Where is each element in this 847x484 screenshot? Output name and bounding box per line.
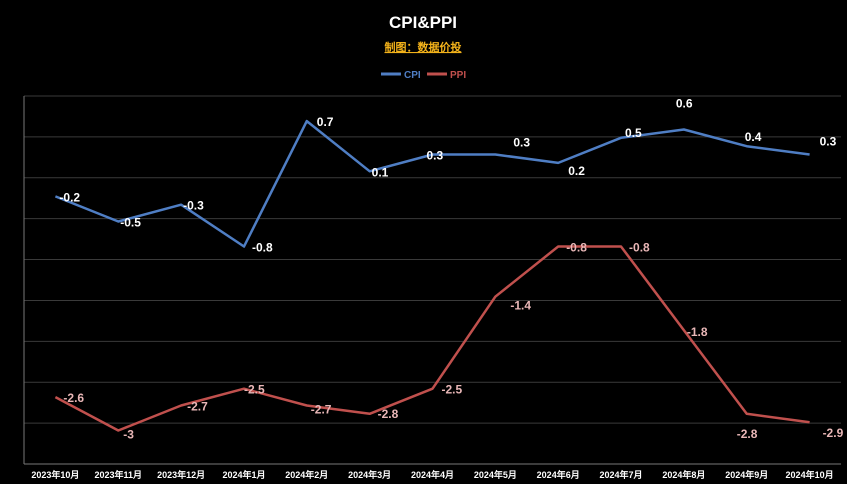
data-label-ppi: -0.8 (629, 241, 650, 255)
data-label-cpi: -0.2 (59, 190, 80, 204)
data-label-cpi: 0.3 (513, 136, 530, 150)
x-tick-label: 2023年11月 (94, 469, 142, 480)
x-tick-label: 2024年4月 (411, 469, 454, 480)
data-label-ppi: -2.8 (378, 407, 399, 421)
data-labels: -0.2 -0.5 -0.3 -0.8 0.7 0.1 0.3 0.3 0.2 0.5 0.6 0.4… (59, 96, 843, 441)
legend-label-cpi: CPI (404, 70, 421, 81)
data-label-ppi: -2.7 (187, 399, 208, 413)
x-tick-label: 2024年9月 (725, 469, 768, 480)
legend-label-ppi: PPI (450, 70, 466, 81)
data-label-ppi: -1.8 (687, 325, 708, 339)
data-label-cpi: 0.5 (625, 126, 642, 140)
x-tick-label: 2023年10月 (31, 469, 79, 480)
chart-title: CPI&PPI (389, 13, 457, 32)
data-label-ppi: -2.5 (244, 383, 265, 397)
data-label-cpi: -0.3 (183, 199, 204, 213)
x-tick-label: 2024年2月 (285, 469, 328, 480)
series-line-cpi (54, 119, 810, 248)
chart-subtitle: 制图：数据价投 (385, 40, 462, 54)
data-label-cpi: 0.6 (676, 96, 693, 110)
data-label-cpi: 0.4 (745, 130, 762, 144)
data-label-ppi: -3 (123, 428, 134, 442)
series-line-ppi (54, 245, 810, 432)
data-label-ppi: -2.9 (823, 426, 844, 440)
data-label-cpi: 0.3 (820, 135, 837, 149)
data-label-cpi: -0.8 (252, 241, 273, 255)
data-label-ppi: -2.8 (737, 427, 758, 441)
data-label-ppi: -2.5 (442, 383, 463, 397)
x-tick-label: 2024年8月 (662, 469, 705, 480)
x-tick-label: 2024年5月 (474, 469, 517, 480)
data-label-ppi: -0.8 (566, 241, 587, 255)
data-label-cpi: -0.5 (120, 215, 141, 229)
x-tick-label: 2024年3月 (348, 469, 391, 480)
x-tick-label: 2024年7月 (600, 469, 643, 480)
data-label-cpi: 0.7 (317, 115, 334, 129)
x-tick-label: 2024年6月 (537, 469, 580, 480)
legend: CPI PPI (381, 70, 466, 81)
data-label-cpi: 0.2 (568, 164, 585, 178)
data-label-cpi: 0.3 (427, 149, 444, 163)
data-label-ppi: -2.6 (63, 391, 84, 405)
x-tick-label: 2024年1月 (222, 469, 265, 480)
x-tick-label: 2024年10月 (786, 469, 834, 480)
x-axis-ticks: 2023年10月 2023年11月 2023年12月 2024年1月 2024年2月 20… (31, 469, 833, 480)
x-tick-label: 2023年12月 (157, 469, 205, 480)
data-label-ppi: -1.4 (510, 299, 531, 313)
data-label-cpi: 0.1 (372, 165, 389, 179)
data-label-ppi: -2.7 (311, 402, 332, 416)
gridlines (23, 95, 841, 465)
series-lines (54, 119, 810, 432)
